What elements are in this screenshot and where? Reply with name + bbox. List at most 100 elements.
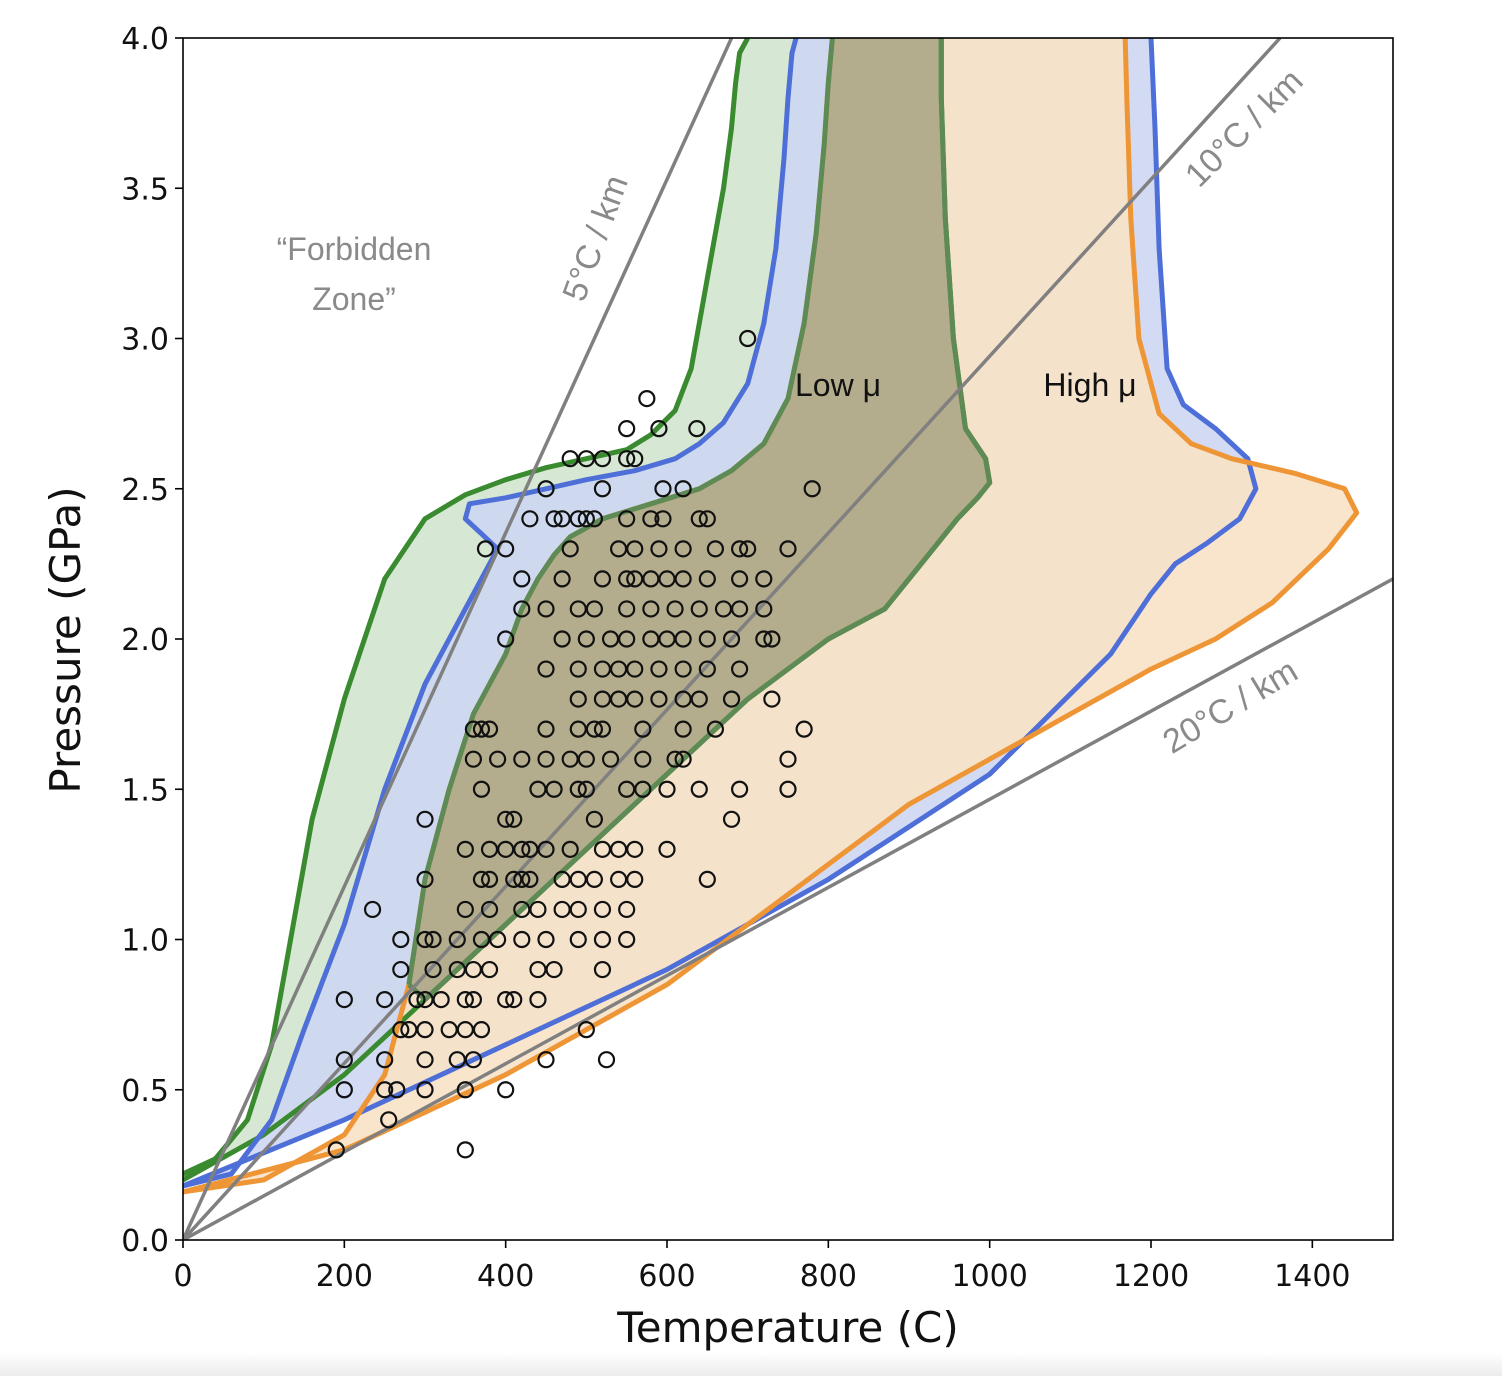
y-tick-label: 3.5 [121, 172, 169, 207]
data-point [593, 480, 612, 498]
data-point [505, 990, 523, 1009]
data-point [537, 600, 555, 618]
x-axis-label: Temperature (C) [616, 1303, 959, 1352]
high-mu-label: High μ [1043, 367, 1136, 403]
data-point [650, 690, 668, 708]
data-point [585, 600, 604, 618]
data-point [464, 720, 482, 738]
data-point [545, 780, 563, 798]
data-point [609, 870, 628, 889]
data-point [666, 600, 684, 618]
data-point [392, 1021, 410, 1039]
data-point [569, 780, 587, 798]
data-point [327, 1141, 345, 1159]
data-point [674, 660, 692, 678]
data-point [739, 329, 757, 348]
data-point [601, 750, 620, 768]
data-point [654, 510, 672, 528]
geotherm-line-1 [183, 38, 1282, 1240]
data-point [618, 570, 636, 588]
data-point [690, 510, 708, 528]
x-tick-label: 0 [173, 1259, 192, 1294]
data-point [569, 510, 587, 528]
data-point [561, 840, 579, 858]
envelope-lower-1 [183, 38, 1259, 1189]
data-point [730, 660, 749, 678]
data-point [585, 870, 604, 889]
data-point [593, 900, 612, 919]
data-point [489, 750, 507, 768]
data-point [626, 570, 644, 588]
data-point [537, 930, 555, 949]
data-point [489, 930, 507, 949]
data-point [626, 660, 644, 678]
data-point [638, 390, 656, 408]
data-point [569, 930, 587, 949]
forbidden-zone-label-line1: “Forbidden [277, 231, 432, 267]
data-point [626, 870, 644, 889]
data-point [569, 870, 587, 889]
data-point [416, 1021, 434, 1039]
y-axis-ticks: 0.0 0.5 1.0 1.5 2.0 2.5 3.0 3.5 4.0 [121, 22, 183, 1259]
data-point [476, 540, 495, 558]
data-point [480, 900, 499, 919]
data-point [698, 660, 716, 678]
data-point [593, 570, 612, 588]
data-point [537, 660, 555, 678]
data-point [755, 570, 773, 588]
data-point [666, 750, 684, 768]
data-point [380, 1111, 398, 1129]
data-point [480, 870, 499, 889]
data-point [597, 1051, 616, 1069]
data-point [779, 750, 797, 768]
data-point [464, 960, 482, 979]
envelope-lower-2 [183, 38, 1360, 1195]
data-point [480, 720, 499, 738]
data-point [448, 960, 466, 979]
data-point [618, 450, 636, 468]
data-point [626, 840, 644, 858]
data-point [400, 1021, 418, 1039]
data-point [730, 540, 749, 558]
data-point [714, 600, 733, 618]
y-tick-label: 4.0 [121, 22, 169, 57]
data-point [593, 960, 612, 979]
data-point [674, 690, 692, 708]
data-point [561, 750, 579, 768]
data-point [730, 600, 749, 618]
data-point [376, 1081, 394, 1099]
data-point [497, 810, 515, 828]
data-point [376, 1051, 394, 1069]
data-point [553, 570, 571, 588]
x-tick-label: 200 [316, 1259, 373, 1294]
data-point [688, 420, 706, 438]
data-point [456, 990, 474, 1009]
data-point [376, 990, 394, 1009]
data-point [609, 840, 628, 858]
data-point [537, 720, 555, 738]
data-point [537, 750, 555, 768]
x-tick-label: 800 [800, 1259, 857, 1294]
data-point [654, 480, 672, 498]
data-point [521, 840, 539, 858]
data-point [545, 960, 563, 979]
data-point [472, 870, 491, 889]
data-point [618, 930, 636, 949]
y-tick-label: 1.0 [121, 924, 169, 959]
data-point [513, 570, 531, 588]
data-point [392, 960, 410, 979]
data-point [601, 630, 620, 648]
data-point [698, 630, 716, 648]
x-tick-label: 600 [638, 1259, 695, 1294]
data-point [593, 660, 612, 678]
data-point [722, 630, 741, 648]
data-point [674, 540, 692, 558]
data-point [585, 720, 604, 738]
data-point [618, 780, 636, 798]
data-point [739, 540, 757, 558]
data-point [472, 720, 491, 738]
data-point [618, 510, 636, 528]
data-point [658, 780, 676, 798]
data-point [335, 990, 353, 1009]
envelope-upper-0 [183, 38, 750, 1177]
